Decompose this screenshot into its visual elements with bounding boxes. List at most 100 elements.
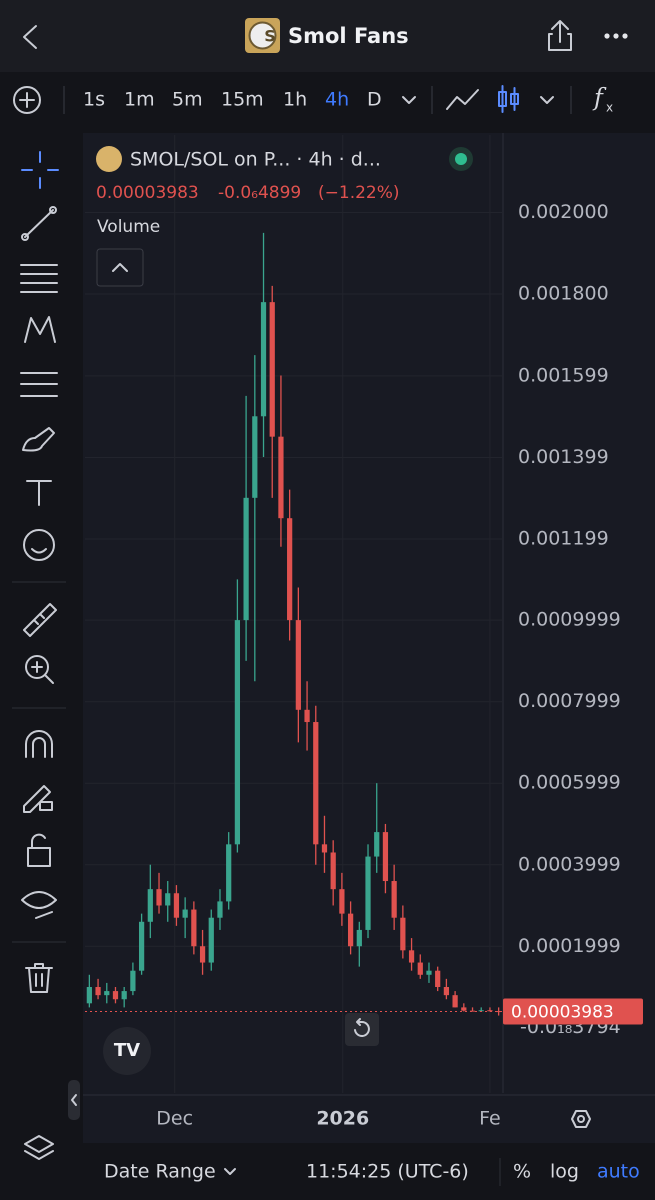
zoom-tool[interactable] [25,655,54,684]
candle-body [487,1010,493,1012]
interval[interactable]: 1h [283,89,307,111]
collapse-icon [112,263,128,272]
brush-tool[interactable] [22,427,55,452]
y-tick-label: 0.002000 [518,201,609,223]
candle-body [121,991,127,1000]
more-button[interactable] [604,33,628,39]
y-tick-label: 0.0001999 [518,935,621,957]
candle-body [426,970,432,975]
layers-button[interactable] [24,1135,54,1160]
candle-body [208,917,214,963]
pattern-tool[interactable] [24,316,56,343]
delete-tool[interactable] [25,963,53,993]
back-button[interactable] [23,25,37,49]
percent-toggle[interactable]: % [513,1161,531,1183]
log-toggle[interactable]: log [550,1161,579,1183]
candle-body [112,991,119,1000]
unlock-tool[interactable] [27,833,51,867]
projection-tool[interactable] [20,372,58,397]
candle-body [417,962,423,975]
panel-toggle[interactable] [68,1080,80,1120]
indicator-collapse[interactable] [96,248,144,287]
candle-body [165,893,171,906]
interval[interactable]: 1s [83,89,105,111]
interval[interactable]: 15m [221,89,264,111]
crosshair-tool[interactable] [21,151,59,189]
symbol-logo [96,146,122,172]
candle-body [443,987,450,996]
candle-body [330,852,336,890]
toolbar [0,72,655,128]
interval-selected[interactable]: 4h [325,89,349,111]
interval[interactable]: 1m [124,89,155,111]
indicators-sub: x [606,101,613,115]
y-tick-label: 0.0005999 [518,772,621,794]
candle-body [130,970,136,992]
candle-body [295,620,301,710]
candle-body [356,929,362,947]
date-range-button[interactable]: Date Range [104,1161,216,1183]
y-tick-label: 0.001399 [518,446,609,468]
candle-body [339,889,345,914]
plot-area: 0.002000 0.001800 0.001599 0.001399 0.001199… [85,135,643,1130]
candle-body [156,889,162,906]
candle-body [260,302,267,417]
candle-body [191,909,197,947]
candle-body [287,518,293,621]
settings-button[interactable] [571,1110,591,1128]
interval[interactable]: D [367,89,382,111]
y-tick-label: 0.0003999 [518,853,621,875]
candle-body [252,416,258,498]
lock-drawings-tool[interactable] [23,785,53,813]
candle-body [182,909,188,918]
chart-type-dropdown[interactable] [540,96,554,104]
candle-body [452,995,458,1008]
emoji-tool[interactable] [23,529,55,561]
text-tool[interactable] [26,480,52,506]
candle-body [365,856,371,930]
interval[interactable]: 5m [172,89,203,111]
candle-body [226,844,232,902]
candle-body [86,987,92,1004]
candle-body [147,889,153,922]
candle-body [435,970,441,988]
tv-logo-badge [103,1027,151,1075]
candle-body [408,950,415,963]
y-tick-label: 0.0007999 [518,690,621,712]
auto-toggle[interactable]: auto [597,1161,640,1183]
last-price: 0.00003983 [96,183,199,203]
fib-tool[interactable] [20,264,58,293]
candle-body [243,497,249,621]
candle-body [217,901,223,918]
x-tick-label: Fe [479,1108,501,1130]
last-price-box [503,998,643,1025]
line-chart-button[interactable] [446,89,479,110]
interval-dropdown[interactable] [402,96,416,104]
reset-button[interactable] [345,1013,379,1046]
indicator-name: Volume [97,217,160,237]
y-tick-label: 0.001199 [518,527,609,549]
candle-body [138,921,145,971]
last-price-label: 0.00003983 [511,1003,614,1023]
tool-panel [0,128,78,1200]
candle-body [478,1010,484,1012]
header-title: Smol Fans [288,24,409,48]
reset-icon [354,1018,370,1037]
add-button[interactable] [13,86,41,114]
candle-body [313,722,319,845]
x-tick-label: Dec [156,1108,193,1130]
candle-body [347,913,354,947]
bottom-bar [83,1146,655,1200]
x-tick-label: 2026 [316,1108,369,1130]
trend-line-tool[interactable] [21,206,57,241]
share-button[interactable] [548,20,572,51]
hide-tool[interactable] [21,891,57,919]
ruler-tool[interactable] [23,603,57,637]
candle-body [199,946,206,963]
candle-chart-button[interactable] [498,85,519,113]
candle-body [382,832,389,882]
candle-body [173,893,180,918]
magnet-tool[interactable] [25,730,53,758]
price-change: -0.0₆4899 [218,183,301,203]
candle-body [391,881,397,918]
